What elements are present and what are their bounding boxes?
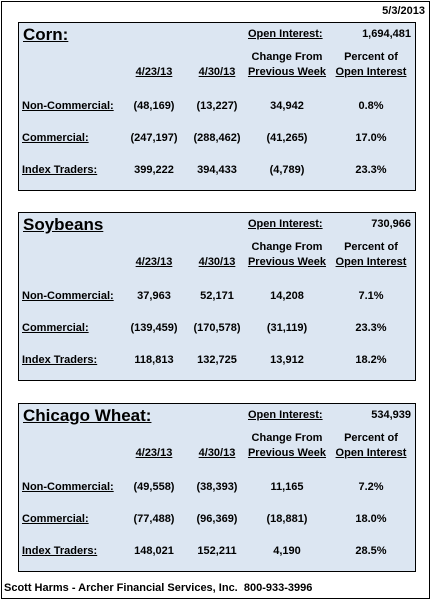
row-label: Non-Commercial: — [22, 100, 114, 112]
cell: 34,942 — [270, 100, 304, 112]
cell: (38,393) — [196, 481, 238, 493]
row-label: Non-Commercial: — [22, 481, 114, 493]
cell: (170,578) — [193, 322, 241, 334]
footer: Scott Harms - Archer Financial Services,… — [4, 582, 313, 594]
open-interest: 1,694,481 — [362, 28, 411, 40]
column-header: Open Interest — [335, 256, 407, 268]
column-header: Previous Week — [247, 66, 327, 78]
cell: 118,813 — [134, 354, 174, 366]
cell: (48,169) — [133, 100, 175, 112]
cell: 7.1% — [358, 290, 384, 302]
cell: (13,227) — [196, 100, 238, 112]
cell: (49,558) — [133, 481, 175, 493]
cell: 18.0% — [355, 513, 387, 525]
cell: 394,433 — [197, 164, 237, 176]
column-header: Previous Week — [247, 256, 327, 268]
row-label: Index Traders: — [22, 354, 98, 366]
cell: (4,789) — [269, 164, 305, 176]
cell: 28.5% — [355, 545, 387, 557]
cell: 23.3% — [355, 322, 387, 334]
cell: 37,963 — [137, 290, 171, 302]
row-label: Commercial: — [22, 513, 89, 525]
column-header: 4/23/13 — [135, 256, 173, 268]
open-interest-label: Open Interest: — [248, 409, 323, 421]
cell: (139,459) — [130, 322, 178, 334]
panel-title: Chicago Wheat: — [23, 406, 152, 425]
panel: Chicago Wheat: Open Interest: 534,939 4/23/… — [18, 403, 416, 572]
cell: 14,208 — [270, 290, 304, 302]
cell: 132,725 — [197, 354, 237, 366]
column-header: 4/30/13 — [198, 256, 236, 268]
column-header: 4/30/13 — [198, 447, 236, 459]
cell: 0.8% — [358, 100, 384, 112]
panel-title: Soybeans — [23, 215, 104, 234]
cell: 18.2% — [355, 354, 387, 366]
open-interest: 534,939 — [371, 409, 411, 421]
column-header: Previous Week — [247, 447, 327, 459]
cell: 4,190 — [273, 545, 301, 557]
column-header: 4/30/13 — [198, 66, 236, 78]
cell: 152,211 — [197, 545, 237, 557]
cell: 399,222 — [134, 164, 174, 176]
cell: 17.0% — [355, 132, 387, 144]
column-header: Percent of — [344, 432, 398, 444]
column-header: Change From — [251, 432, 323, 444]
cell: 23.3% — [355, 164, 387, 176]
open-interest: 730,966 — [371, 218, 411, 230]
cell: (18,881) — [266, 513, 308, 525]
column-header: 4/23/13 — [135, 66, 173, 78]
cell: 13,912 — [270, 354, 304, 366]
cell: 148,021 — [134, 545, 174, 557]
panel: Soybeans Open Interest: 730,966 4/23/13 4/30… — [18, 212, 416, 381]
cell: (77,488) — [133, 513, 175, 525]
column-header: Open Interest — [335, 66, 407, 78]
column-header: Percent of — [344, 51, 398, 63]
cell: 11,165 — [270, 481, 304, 493]
cell: (96,369) — [196, 513, 238, 525]
cell: (247,197) — [130, 132, 178, 144]
row-label: Index Traders: — [22, 545, 98, 557]
column-header: 4/23/13 — [135, 447, 173, 459]
open-interest-label: Open Interest: — [248, 28, 323, 40]
panel-title: Corn: — [23, 25, 69, 44]
cell: (41,265) — [266, 132, 308, 144]
cell: 7.2% — [358, 481, 384, 493]
row-label: Index Traders: — [22, 164, 98, 176]
cell: (288,462) — [193, 132, 241, 144]
column-header: Open Interest — [335, 447, 407, 459]
cell: 52,171 — [200, 290, 234, 302]
date: 5/3/2013 — [382, 5, 425, 17]
row-label: Commercial: — [22, 132, 89, 144]
column-header: Percent of — [344, 241, 398, 253]
cell: (31,119) — [266, 322, 308, 334]
row-label: Commercial: — [22, 322, 89, 334]
open-interest-label: Open Interest: — [248, 218, 323, 230]
column-header: Change From — [251, 51, 323, 63]
column-header: Change From — [251, 241, 323, 253]
panel: Corn: Open Interest: 1,694,481 4/23/13 4/30/… — [18, 22, 416, 191]
row-label: Non-Commercial: — [22, 290, 114, 302]
